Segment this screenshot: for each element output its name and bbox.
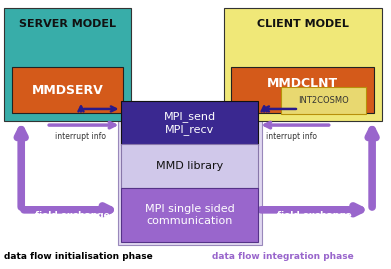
FancyBboxPatch shape	[122, 188, 258, 242]
Text: data flow initialisation phase: data flow initialisation phase	[4, 252, 152, 261]
Text: MPI single sided
communication: MPI single sided communication	[145, 204, 235, 226]
FancyBboxPatch shape	[12, 67, 124, 113]
Text: SERVER MODEL: SERVER MODEL	[19, 19, 116, 29]
Text: CLIENT MODEL: CLIENT MODEL	[257, 19, 349, 29]
FancyBboxPatch shape	[122, 144, 258, 188]
Text: MMDCLNT: MMDCLNT	[267, 77, 338, 90]
FancyBboxPatch shape	[122, 101, 258, 145]
Text: INT2COSMO: INT2COSMO	[299, 96, 349, 105]
Text: interrupt info: interrupt info	[56, 132, 106, 141]
Text: MMD library: MMD library	[156, 161, 224, 171]
FancyBboxPatch shape	[231, 67, 374, 113]
Text: MMDSERV: MMDSERV	[32, 84, 103, 97]
Text: interrupt info: interrupt info	[265, 132, 317, 141]
Text: MPI_send
MPI_recv: MPI_send MPI_recv	[164, 111, 216, 135]
Text: field exchange: field exchange	[277, 211, 352, 220]
FancyBboxPatch shape	[4, 8, 131, 121]
Text: data flow integration phase: data flow integration phase	[212, 252, 354, 261]
FancyBboxPatch shape	[118, 101, 262, 245]
FancyBboxPatch shape	[282, 87, 366, 114]
Text: field exchange: field exchange	[35, 211, 109, 220]
FancyBboxPatch shape	[224, 8, 382, 121]
